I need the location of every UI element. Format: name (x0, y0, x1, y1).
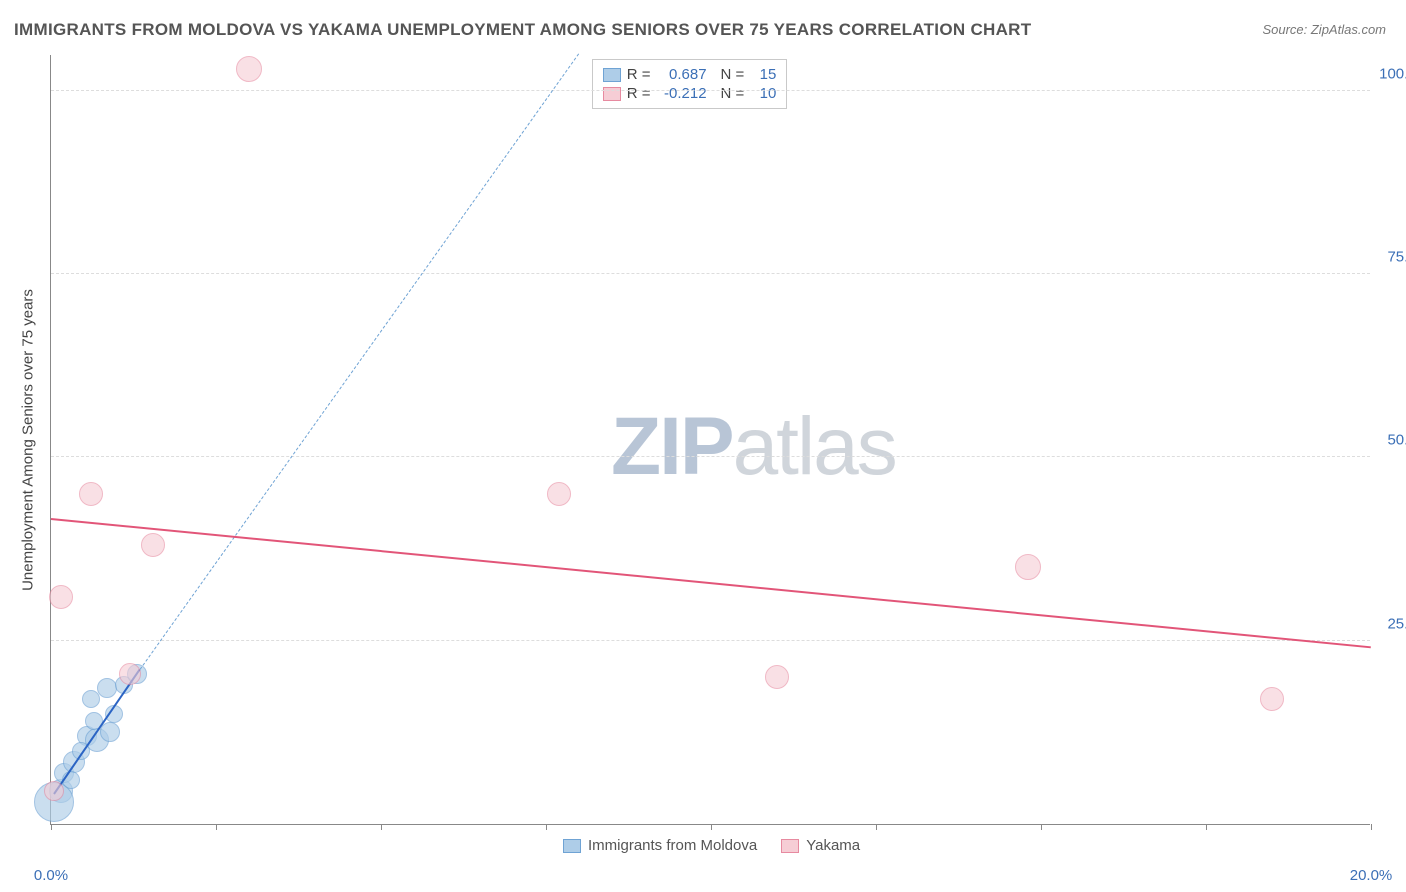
gridline (51, 273, 1370, 274)
legend-swatch (603, 68, 621, 82)
x-tick (876, 824, 877, 830)
legend-r-value: -0.212 (657, 85, 707, 102)
gridline (51, 456, 1370, 457)
x-tick (51, 824, 52, 830)
series-legend: Immigrants from Moldova Yakama (563, 837, 860, 854)
legend-n-label: N = (721, 66, 745, 83)
y-tick-label: 75.0% (1387, 249, 1406, 266)
legend-r-label: R = (627, 85, 651, 102)
x-tick-label: 20.0% (1350, 867, 1393, 884)
scatter-point (100, 722, 120, 742)
scatter-point (1015, 554, 1041, 580)
x-tick-label: 0.0% (34, 867, 68, 884)
legend-series-name: Immigrants from Moldova (588, 837, 757, 854)
watermark-rest: atlas (733, 401, 896, 492)
legend-swatch (603, 87, 621, 101)
scatter-point (119, 663, 141, 685)
scatter-point (1260, 687, 1284, 711)
legend-n-value: 10 (750, 85, 776, 102)
source-attribution: Source: ZipAtlas.com (1262, 22, 1386, 37)
legend-row: R = 0.687 N = 15 (603, 66, 777, 83)
scatter-point (141, 533, 165, 557)
watermark: ZIPatlas (611, 400, 896, 494)
legend-n-value: 15 (750, 66, 776, 83)
scatter-point (82, 690, 100, 708)
scatter-point (79, 482, 103, 506)
scatter-point (765, 665, 789, 689)
scatter-point (547, 482, 571, 506)
trend-extension (140, 53, 580, 670)
correlation-legend: R = 0.687 N = 15 R = -0.212 N = 10 (592, 59, 788, 109)
scatter-point (49, 585, 73, 609)
legend-item: Immigrants from Moldova (563, 837, 757, 854)
y-axis-label: Unemployment Among Seniors over 75 years (20, 289, 37, 591)
legend-r-value: 0.687 (657, 66, 707, 83)
legend-row: R = -0.212 N = 10 (603, 85, 777, 102)
scatter-point (44, 781, 64, 801)
chart-title: IMMIGRANTS FROM MOLDOVA VS YAKAMA UNEMPL… (14, 20, 1031, 40)
y-tick-label: 50.0% (1387, 432, 1406, 449)
legend-n-label: N = (721, 85, 745, 102)
legend-swatch (781, 839, 799, 853)
x-tick (1041, 824, 1042, 830)
x-tick (546, 824, 547, 830)
trend-line (51, 518, 1371, 648)
x-tick (711, 824, 712, 830)
y-tick-label: 25.0% (1387, 615, 1406, 632)
legend-swatch (563, 839, 581, 853)
legend-r-label: R = (627, 66, 651, 83)
x-tick (381, 824, 382, 830)
watermark-bold: ZIP (611, 401, 733, 492)
legend-series-name: Yakama (806, 837, 860, 854)
legend-item: Yakama (781, 837, 860, 854)
plot-area: ZIPatlas R =0.687N =15R =-0.212N =10 Imm… (50, 55, 1370, 825)
x-tick (1206, 824, 1207, 830)
x-tick (1371, 824, 1372, 830)
x-tick (216, 824, 217, 830)
y-tick-label: 100.0% (1379, 65, 1406, 82)
gridline (51, 90, 1370, 91)
gridline (51, 640, 1370, 641)
scatter-point (236, 56, 262, 82)
